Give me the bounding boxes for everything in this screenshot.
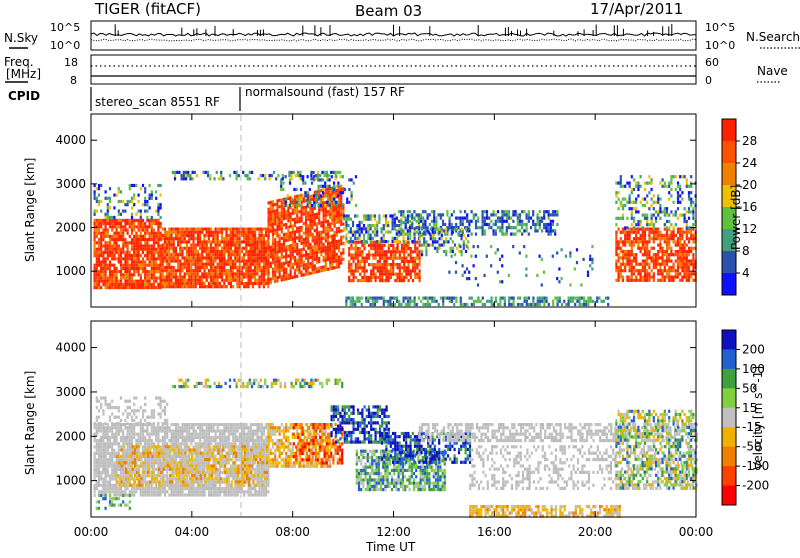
y-tick-label: 3000 <box>55 385 86 399</box>
radar-name: TIGER (fitACF) <box>94 0 201 18</box>
beam-title: Beam 03 <box>355 2 422 20</box>
freq-unit-label: [MHz] <box>6 67 41 81</box>
cpid-label: CPID <box>8 89 40 103</box>
colorbar-tick-label: 28 <box>742 134 757 148</box>
colorbar-tick-label: 200 <box>742 342 765 356</box>
y-tick-label: 4000 <box>55 133 86 147</box>
colorbar-swatch <box>722 119 736 142</box>
x-tick-label: 16:00 <box>477 525 512 539</box>
colorbar-swatch <box>722 388 736 408</box>
colorbar-swatch <box>722 486 736 506</box>
x-tick-label: 08:00 <box>275 525 310 539</box>
velocity-data <box>94 379 699 518</box>
nsky-tick-low: 10^0 <box>50 39 80 52</box>
x-tick-label: 12:00 <box>376 525 411 539</box>
y-tick-label: 1000 <box>55 474 86 488</box>
colorbar-swatch <box>722 273 736 296</box>
date-title: 17/Apr/2011 <box>590 0 683 18</box>
x-tick-label: 20:00 <box>578 525 613 539</box>
x-tick-label: 00:00 <box>74 525 109 539</box>
colorbar-swatch <box>722 466 736 486</box>
colorbar-tick-label: 16 <box>742 200 757 214</box>
freq-tick-high: 18 <box>64 56 78 69</box>
velocity-panel: 1000 2000 3000 4000 Slant Range [km] 00:00 0… <box>23 321 769 554</box>
nsky-label: N.Sky <box>4 31 38 45</box>
nsky-tick-high: 10^5 <box>50 21 80 34</box>
colorbar-tick-label: 12 <box>742 222 757 236</box>
y-tick-label: 4000 <box>55 341 86 355</box>
colorbar-swatch <box>722 447 736 467</box>
nsearch-tick-high: 10^5 <box>705 21 735 34</box>
x-tick-label: 00:00 <box>679 525 714 539</box>
colorbar-tick-label: 4 <box>742 266 750 280</box>
cpid-panel: CPID stereo_scan 8551 RF normalsound (fa… <box>8 85 405 111</box>
x-tick-label: 04:00 <box>175 525 210 539</box>
y-tick-label: 1000 <box>55 264 86 278</box>
colorbar-swatch <box>722 408 736 428</box>
nave-tick-high: 60 <box>705 56 719 69</box>
colorbar-swatch <box>722 330 736 350</box>
cpid-segment-1: stereo_scan 8551 RF <box>95 95 220 109</box>
freq-tick-low: 8 <box>70 74 77 87</box>
cpid-segment-2: normalsound (fast) 157 RF <box>245 85 405 99</box>
nsearch-tick-low: 10^0 <box>705 39 735 52</box>
power-ylabel: Slant Range [km] <box>23 158 37 262</box>
colorbar-swatch <box>722 163 736 186</box>
colorbar-swatch <box>722 369 736 389</box>
colorbar-swatch <box>722 427 736 447</box>
nave-tick-low: 0 <box>705 74 712 87</box>
velocity-ylabel: Slant Range [km] <box>23 371 37 475</box>
nsearch-label: N.Search <box>746 30 800 44</box>
y-tick-label: 2000 <box>55 429 86 443</box>
xlabel-time-ut: Time UT <box>365 540 416 554</box>
colorbar-tick-label: 20 <box>742 178 757 192</box>
colorbar-tick-label: 8 <box>742 244 750 258</box>
velocity-colorbar-label: Velocity [m s^-1] <box>751 366 765 470</box>
nave-label: Nave <box>757 64 788 78</box>
freq-panel: Freq. [MHz] 18 8 60 0 Nave <box>4 55 788 87</box>
power-data <box>94 171 697 306</box>
y-tick-label: 3000 <box>55 177 86 191</box>
power-colorbar-label: Power [dB] <box>729 185 743 250</box>
noise-search-line <box>91 39 696 41</box>
colorbar-tick-label: 24 <box>742 156 757 170</box>
noise-panel: N.Sky 10^5 10^0 10^5 10^0 N.Search <box>4 21 800 52</box>
colorbar-swatch <box>722 349 736 369</box>
colorbar-swatch <box>722 141 736 164</box>
colorbar-tick-label: -200 <box>742 479 769 493</box>
colorbar-swatch <box>722 251 736 274</box>
power-panel: 1000 2000 3000 4000 Slant Range [km] 4 8 12 16… <box>23 114 757 307</box>
y-tick-label: 2000 <box>55 221 86 235</box>
